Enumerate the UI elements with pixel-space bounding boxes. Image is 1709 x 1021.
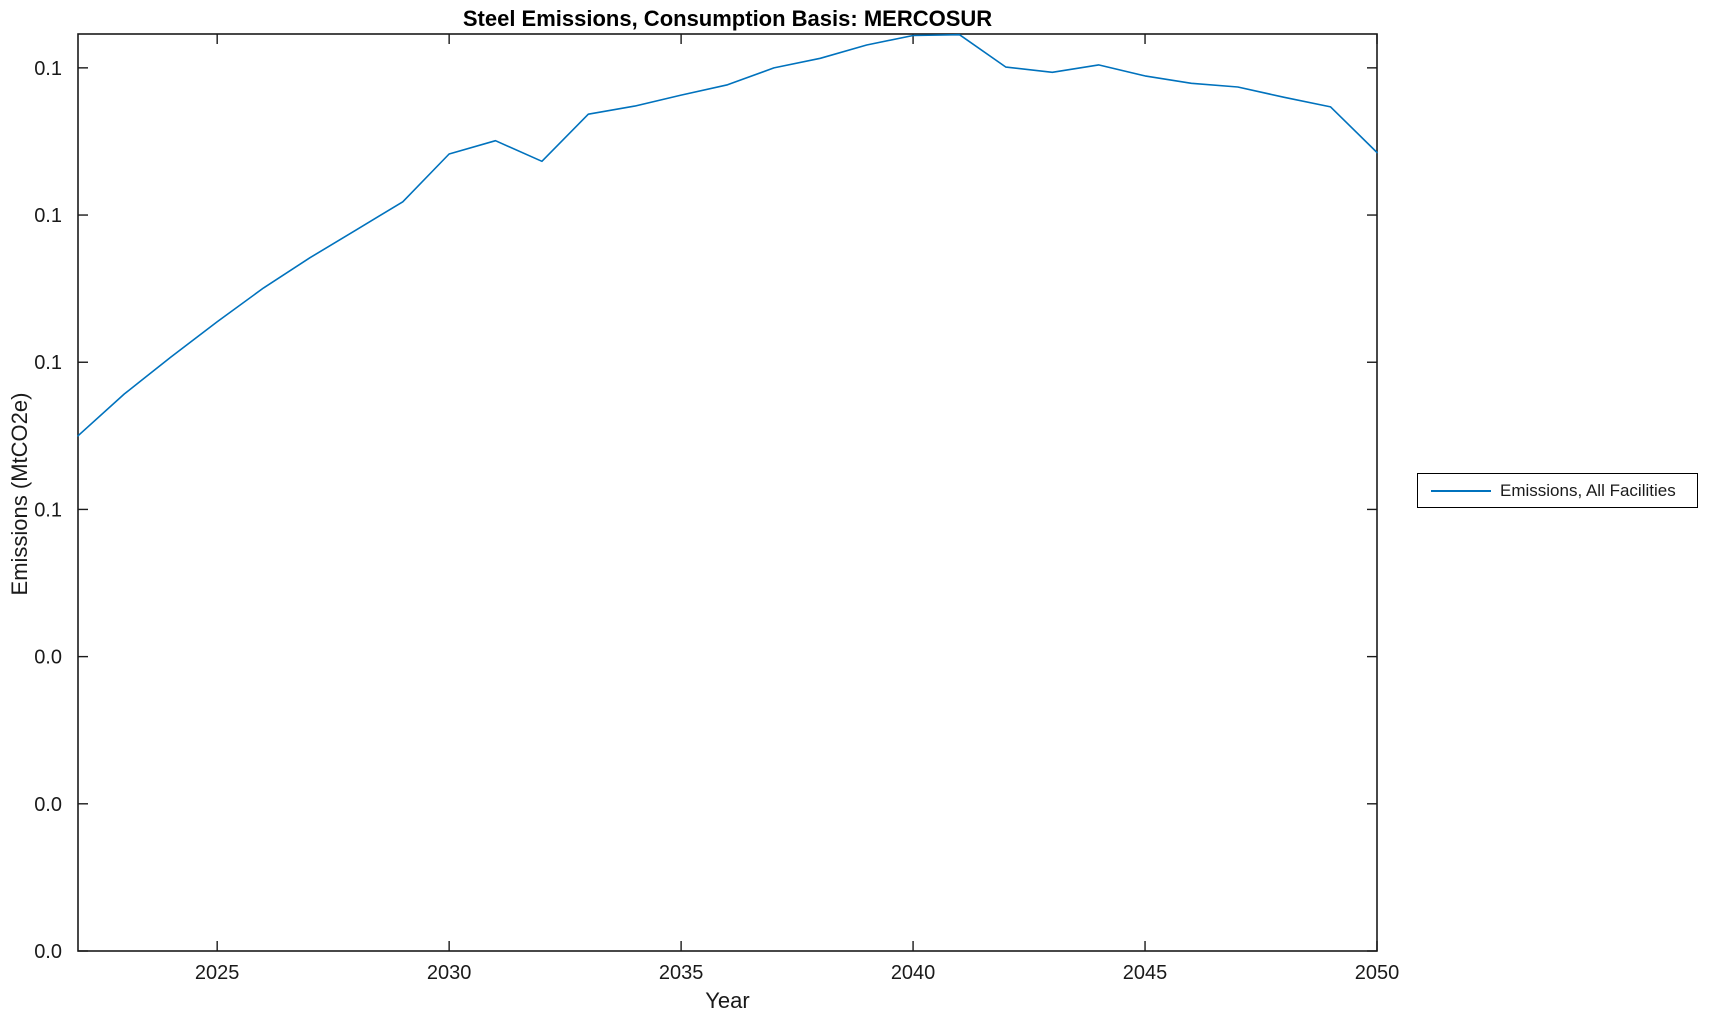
y-tick-label: 0.1	[34, 352, 62, 374]
series-line-emissions-all-facilities	[77, 33, 1378, 437]
x-tick-label: 2050	[1355, 962, 1400, 984]
y-tick-label: 0.1	[34, 58, 62, 80]
chart-title: Steel Emissions, Consumption Basis: MERC…	[462, 6, 993, 31]
y-tick-label: 0.0	[34, 941, 62, 963]
legend: Emissions, All Facilities	[1417, 473, 1698, 508]
y-tick-label: 0.0	[34, 647, 62, 669]
y-tick-label: 0.0	[34, 794, 62, 816]
y-tick-label: 0.1	[34, 205, 62, 227]
x-tick-label: 2035	[659, 962, 704, 984]
x-tick-label: 2025	[195, 962, 240, 984]
y-axis-label: Emissions (MtCO2e)	[7, 392, 32, 596]
axes-box	[77, 33, 1378, 952]
y-tick-label: 0.1	[34, 499, 62, 521]
legend-entry-label: Emissions, All Facilities	[1500, 480, 1676, 500]
x-tick-label: 2030	[427, 962, 472, 984]
x-tick-label: 2040	[891, 962, 936, 984]
x-axis-label: Year	[705, 988, 750, 1013]
x-tick-label: 2045	[1123, 962, 1168, 984]
legend-line-sample	[1431, 489, 1491, 492]
